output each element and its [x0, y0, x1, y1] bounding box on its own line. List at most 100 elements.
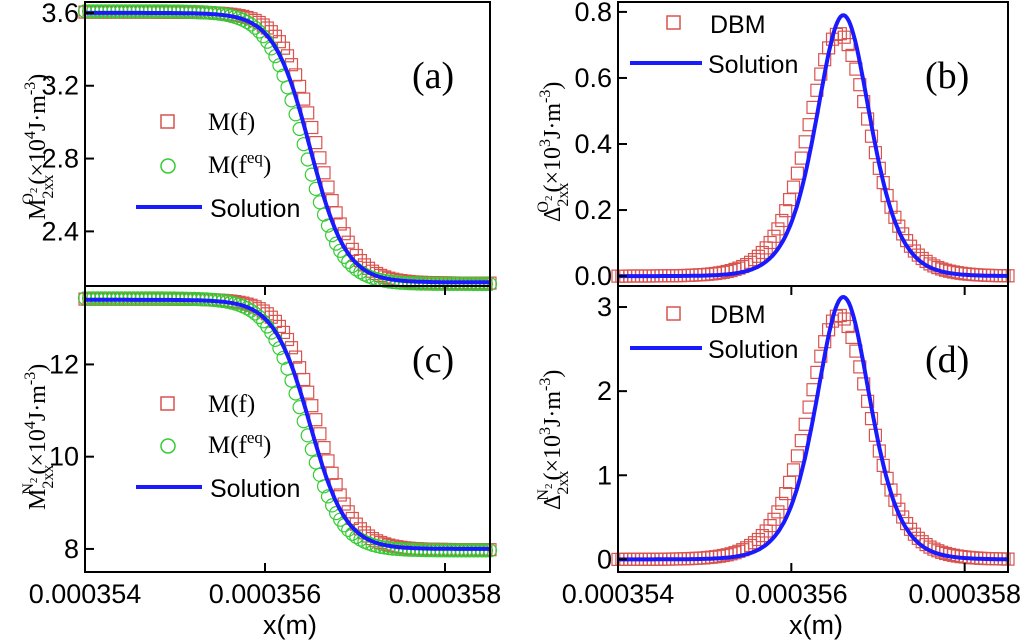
- y-axis-label-a: M2xxO2(×104J·m-3): [20, 74, 57, 220]
- legend-marker-mfeq: [160, 158, 176, 174]
- y-tick-label-b: 0.2: [574, 195, 612, 225]
- axes-frame-c: [84, 285, 491, 573]
- y-tick-label-c: 10: [49, 442, 79, 472]
- axes-frame-a: [84, 1, 491, 287]
- y-tick-label-c: 12: [49, 349, 79, 379]
- y-tick-label-d: 3: [597, 292, 612, 322]
- y-tick-label-b: 0.0: [574, 261, 612, 291]
- data-point-square-b: [755, 245, 769, 260]
- data-point-square-d: [814, 349, 828, 363]
- y-tick-label-d: 0: [597, 544, 612, 574]
- data-point-square-d: [857, 377, 871, 391]
- series-line-solution-c: [85, 297, 490, 551]
- y-tick-label-b: 0.6: [574, 63, 612, 93]
- x-tick-label-right: 0.000356: [735, 579, 848, 609]
- legend-marker-mf-c: [160, 396, 175, 411]
- data-point-square-b: [771, 222, 785, 236]
- panel-a: 2.4 2.8 3.2 3.6 (a) M(f) M(feq) Solution M2…: [20, 0, 498, 292]
- y-ticks-a: 2.4 2.8 3.2 3.6: [41, 0, 94, 246]
- legend-label-solution-b: Solution: [708, 51, 798, 79]
- x-tick-label-right: 0.000354: [562, 579, 675, 609]
- data-point-square-d: [755, 528, 769, 543]
- x-axis-label-left: x(m): [263, 610, 317, 640]
- y-tick-label-b: 0.4: [574, 129, 612, 159]
- y-ticks-d: 0 1 2 3: [597, 292, 627, 574]
- data-point-square-d: [779, 487, 793, 501]
- x-ticks-right: 0.000354 0.000356 0.000358: [562, 286, 1021, 609]
- data-point-square-d: [841, 319, 855, 334]
- data-point-square-d: [747, 536, 762, 550]
- data-point-square-b: [751, 249, 766, 263]
- data-point-square-b: [759, 241, 773, 255]
- y-tick-label-a: 2.8: [41, 144, 79, 174]
- legend-label-mfeq: M(feq): [208, 148, 271, 179]
- panel-label-a: (a): [412, 55, 454, 97]
- legend-marker-dbm-d: [666, 306, 681, 321]
- y-ticks-c: 8 10 12: [49, 349, 94, 564]
- data-point-square-b: [747, 253, 762, 267]
- panel-label-b: (b): [925, 55, 969, 97]
- data-point-square-b: [779, 204, 793, 218]
- legend-marker-mfeq-c: [160, 438, 176, 454]
- legend-label-mf: M(f): [208, 109, 255, 136]
- y-axis-label-c: M2xxN2(×104J·m-3): [20, 364, 57, 510]
- data-point-square-b: [794, 151, 808, 165]
- x-ticks-left: 0.000354 0.000356 0.000358: [29, 286, 501, 609]
- data-point-square-b: [775, 213, 789, 228]
- data-point-square-d: [786, 463, 801, 477]
- data-point-square-b: [767, 229, 781, 243]
- y-tick-label-b: 0.8: [574, 0, 612, 27]
- legend-label-dbm-b: DBM: [710, 11, 766, 39]
- legend-label-dbm-d: DBM: [710, 301, 766, 329]
- y-tick-label-d: 2: [597, 376, 612, 406]
- series-line-solution-b: [618, 13, 1008, 279]
- data-point-square-d: [794, 434, 808, 448]
- data-point-square-b: [786, 180, 801, 194]
- panel-c: 8 10 12 (c) M(f) M(feq) Solution M2xxN2(×1…: [20, 285, 498, 573]
- panel-label-d: (d): [925, 339, 969, 381]
- legend-d: DBM Solution: [630, 301, 798, 364]
- panel-b: 0.0 0.2 0.4 0.6 0.8 (b) DBM Solution Δ2xxO2(…: [535, 0, 1015, 291]
- legend-label-solution: Solution: [210, 195, 300, 223]
- data-point-square-d: [767, 512, 781, 526]
- y-tick-label-a: 2.4: [41, 216, 79, 246]
- data-point-square-d: [775, 496, 789, 510]
- data-point-square-b: [782, 193, 797, 207]
- legend-a: M(f) M(feq) Solution: [136, 109, 300, 223]
- plot-area-b: [611, 13, 1015, 283]
- y-ticks-b: 0.0 0.2 0.4 0.6 0.8: [574, 0, 627, 291]
- axes-frame-d: [617, 285, 1009, 573]
- data-point-square-d: [790, 449, 805, 463]
- legend-marker-dbm-b: [666, 15, 681, 30]
- plot-area-c: [77, 291, 498, 558]
- plot-area-d: [611, 294, 1015, 567]
- x-axis-label-right: x(m): [789, 610, 843, 640]
- data-point-square-d: [751, 532, 766, 547]
- data-point-square-d: [771, 505, 785, 519]
- data-point-square-b: [857, 94, 871, 109]
- legend-label-solution-c: Solution: [210, 475, 300, 503]
- panel-d: 0 1 2 3 (d) DBM Solution Δ2xxN2(×103J·m-3): [535, 285, 1015, 574]
- y-axis-label-d: Δ2xxN2(×103J·m-3): [535, 370, 572, 510]
- y-tick-label-c: 8: [64, 534, 79, 564]
- legend-marker-mf: [160, 114, 175, 129]
- data-point-square-b: [814, 67, 828, 81]
- legend-label-mfeq-c: M(feq): [208, 428, 271, 459]
- y-tick-label-a: 3.2: [41, 71, 79, 101]
- x-tick-label-left: 0.000354: [29, 579, 142, 609]
- series-line-solution-a: [85, 10, 490, 285]
- x-tick-label-right: 0.000358: [908, 579, 1021, 609]
- panel-label-c: (c): [412, 339, 454, 381]
- y-tick-label-d: 1: [597, 460, 612, 490]
- legend-label-solution-d: Solution: [708, 336, 798, 364]
- y-axis-label-b: Δ2xxO2(×103J·m-3): [535, 82, 572, 222]
- x-tick-label-left: 0.000356: [209, 579, 322, 609]
- legend-label-mf-c: M(f): [208, 391, 255, 418]
- data-point-square-b: [790, 166, 805, 180]
- plot-area-a: [77, 4, 498, 292]
- data-point-square-b: [841, 37, 855, 52]
- data-point-square-d: [782, 475, 797, 489]
- legend-b: DBM Solution: [630, 11, 798, 79]
- data-point-square-b: [837, 30, 851, 44]
